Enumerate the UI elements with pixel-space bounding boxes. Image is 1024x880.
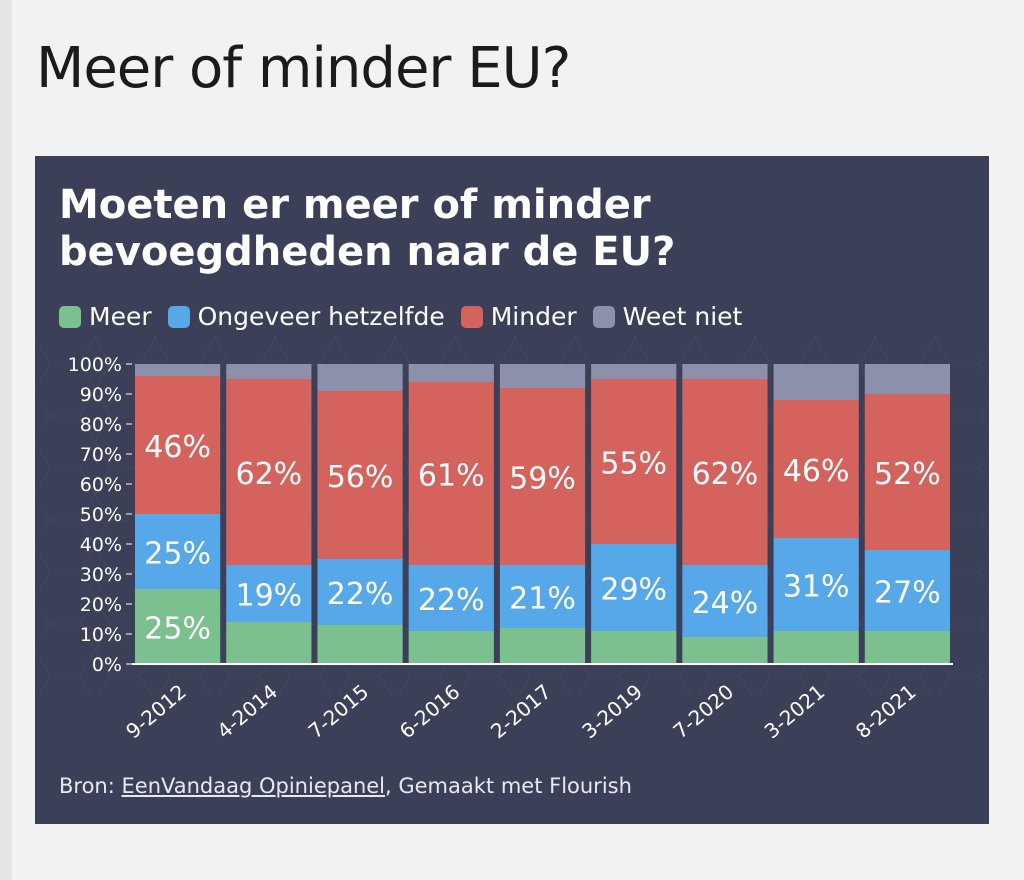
x-tick-label: 8-2021 (851, 679, 921, 743)
source-suffix: , Gemaakt met Flourish (385, 774, 632, 798)
source-line: Bron: EenVandaag Opiniepanel, Gemaakt me… (59, 774, 632, 798)
data-label: 55% (600, 447, 667, 482)
bar-segment-meer (682, 637, 768, 664)
data-label: 22% (418, 583, 485, 618)
x-tick-label: 3-2021 (760, 679, 830, 743)
data-label: 31% (783, 570, 850, 605)
bar-segment-minder (408, 382, 494, 565)
bar-segment-weet-niet (682, 364, 768, 379)
data-label: 24% (692, 586, 759, 621)
y-tick-label: 40% (80, 534, 122, 556)
y-tick-label: 10% (80, 624, 122, 646)
bar-segment-weet-niet (317, 364, 403, 391)
bar-segment-meer (408, 631, 494, 664)
bar-segment-meer (773, 631, 859, 664)
bar-segment-weet-niet (864, 364, 950, 394)
legend-swatch-minder (460, 305, 483, 328)
legend-label-meer: Meer (89, 302, 152, 331)
bar-segment-meer (864, 631, 950, 664)
chart-title-line-1: Moeten er meer of minder (59, 182, 651, 228)
y-tick-label: 30% (80, 564, 122, 586)
y-tick-label: 80% (80, 414, 122, 436)
data-label: 59% (509, 462, 576, 497)
x-tick-label: 3-2019 (577, 679, 647, 743)
legend: Meer Ongeveer hetzelfde Minder Weet niet (59, 302, 742, 331)
data-label: 27% (874, 576, 941, 611)
x-tick-label: 7-2020 (668, 679, 738, 743)
data-label: 25% (144, 612, 211, 647)
bar-segment-minder (226, 379, 312, 565)
source-prefix: Bron: (59, 774, 122, 798)
bar-segment-meer (317, 625, 403, 664)
bar-segment-minder (317, 391, 403, 559)
data-label: 46% (783, 454, 850, 489)
bar-segment-weet-niet (499, 364, 586, 388)
source-link[interactable]: EenVandaag Opiniepanel (121, 774, 386, 798)
y-tick-label: 100% (68, 354, 122, 376)
bar-segment-minder (591, 379, 677, 544)
page-title: Meer of minder EU? (36, 36, 571, 101)
bar-segment-hetzelfde (226, 565, 312, 622)
bar-segment-weet-niet (408, 364, 494, 382)
y-tick-label: 70% (80, 444, 122, 466)
bar-segment-minder (864, 394, 950, 550)
data-label: 62% (235, 457, 302, 492)
x-tick-label: 4-2014 (212, 679, 282, 743)
data-label: 52% (874, 457, 941, 492)
legend-label-hetzelfde: Ongeveer hetzelfde (197, 302, 445, 331)
data-label: 56% (327, 460, 394, 495)
bar-segment-hetzelfde (591, 544, 677, 631)
bar-segment-minder (135, 376, 221, 514)
bar-segment-meer (226, 622, 312, 664)
bar-segment-weet-niet (591, 364, 677, 379)
bar-segment-weet-niet (773, 364, 859, 400)
y-tick-label: 0% (92, 654, 122, 676)
x-tick-label: 6-2016 (395, 679, 465, 743)
stacked-bar-chart: 0%10%20%30%40%50%60%70%80%90%100%25%25%4… (68, 354, 953, 743)
legend-label-weet-niet: Weet niet (622, 302, 743, 331)
data-label: 21% (509, 582, 576, 617)
bar-segment-weet-niet (226, 364, 312, 379)
x-tick-label: 9-2012 (121, 679, 191, 743)
data-label: 62% (692, 457, 759, 492)
y-tick-label: 50% (80, 504, 122, 526)
chart-card: Moeten er meer of minder bevoegdheden na… (35, 156, 989, 824)
page-edge (0, 0, 12, 880)
legend-swatch-hetzelfde (167, 305, 190, 328)
bar-segment-meer (135, 589, 221, 664)
data-label: 25% (144, 537, 211, 572)
legend-item-meer[interactable]: Meer (59, 302, 152, 331)
legend-item-hetzelfde[interactable]: Ongeveer hetzelfde (167, 302, 445, 331)
data-label: 22% (327, 577, 394, 612)
bar-segment-hetzelfde (682, 565, 768, 637)
bar-segment-hetzelfde (864, 550, 950, 631)
bar-segment-weet-niet (135, 364, 221, 376)
bar-segment-minder (682, 379, 768, 565)
x-tick-label: 2-2017 (486, 679, 556, 743)
bar-segment-meer (591, 631, 677, 664)
y-tick-label: 60% (80, 474, 122, 496)
legend-swatch-weet-niet (592, 305, 615, 328)
bar-segment-hetzelfde (499, 565, 586, 628)
data-label: 29% (600, 573, 667, 608)
legend-label-minder: Minder (490, 302, 577, 331)
bar-segment-hetzelfde (408, 565, 494, 631)
data-label: 61% (418, 459, 485, 494)
legend-item-weet-niet[interactable]: Weet niet (592, 302, 743, 331)
legend-swatch-meer (59, 305, 81, 328)
bar-segment-hetzelfde (135, 514, 221, 589)
y-tick-label: 90% (80, 384, 122, 406)
chart-title: Moeten er meer of minder bevoegdheden na… (59, 182, 959, 276)
bar-segment-minder (499, 388, 586, 565)
data-label: 19% (235, 579, 302, 614)
chart-title-line-2: bevoegdheden naar de EU? (59, 229, 676, 275)
data-label: 46% (144, 430, 211, 465)
bar-segment-minder (773, 400, 859, 538)
bar-segment-hetzelfde (317, 559, 403, 625)
legend-item-minder[interactable]: Minder (460, 302, 577, 331)
y-tick-label: 20% (80, 594, 122, 616)
bar-segment-meer (499, 628, 586, 664)
x-tick-label: 7-2015 (304, 679, 374, 743)
bar-segment-hetzelfde (773, 538, 859, 631)
